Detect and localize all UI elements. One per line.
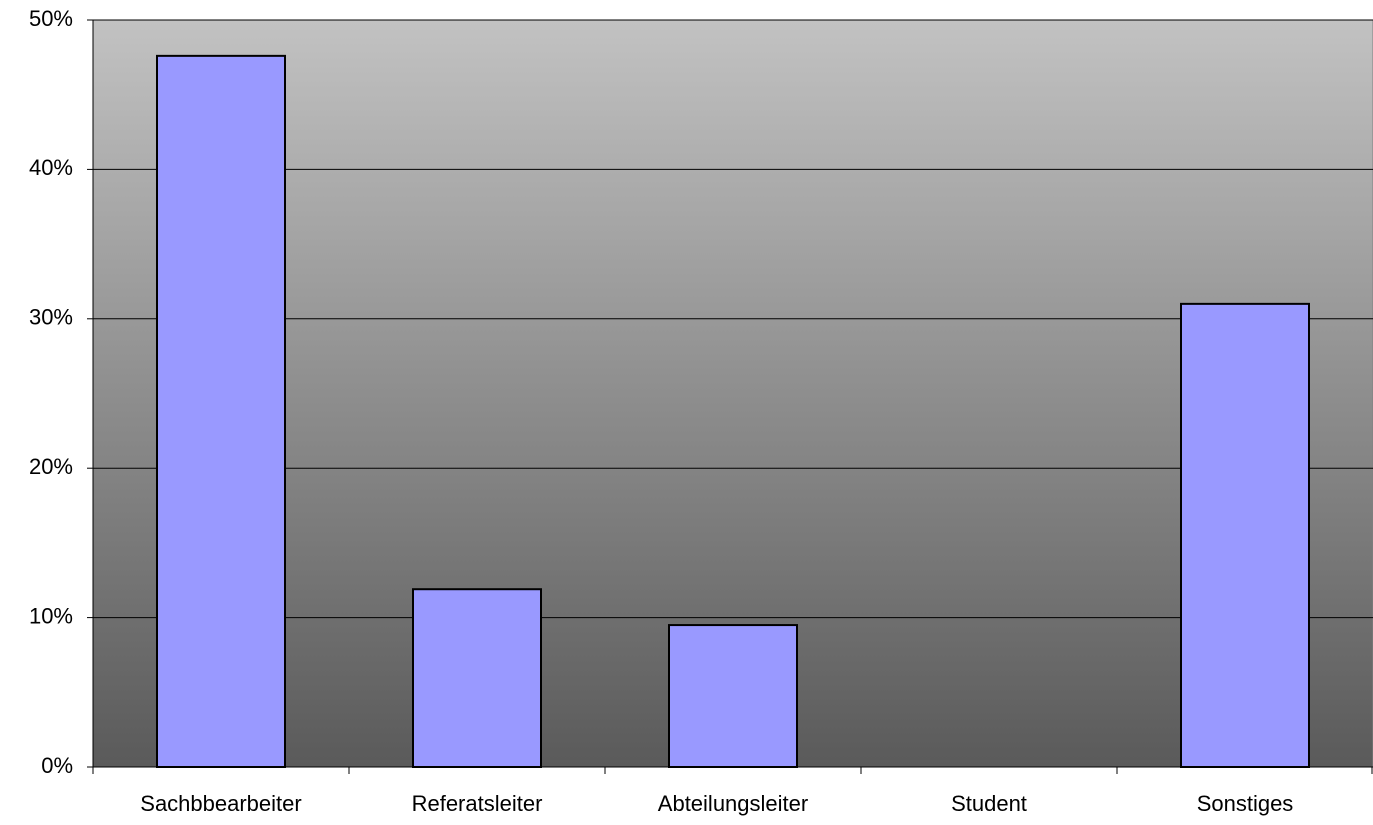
x-tick-label: Sonstiges: [1197, 791, 1294, 816]
y-tick-label: 30%: [29, 305, 73, 330]
x-tick-label: Abteilungsleiter: [658, 791, 808, 816]
bar: [668, 624, 798, 768]
y-tick-label: 50%: [29, 6, 73, 31]
y-tick-label: 0%: [41, 753, 73, 778]
x-tick-label: Student: [951, 791, 1027, 816]
x-tick-label: Sachbbearbeiter: [140, 791, 301, 816]
bar: [1180, 302, 1310, 768]
y-tick-label: 20%: [29, 454, 73, 479]
x-tick-label: Referatsleiter: [412, 791, 543, 816]
y-tick-label: 10%: [29, 603, 73, 628]
y-tick-label: 40%: [29, 155, 73, 180]
bar: [156, 54, 286, 768]
bar: [412, 588, 542, 768]
